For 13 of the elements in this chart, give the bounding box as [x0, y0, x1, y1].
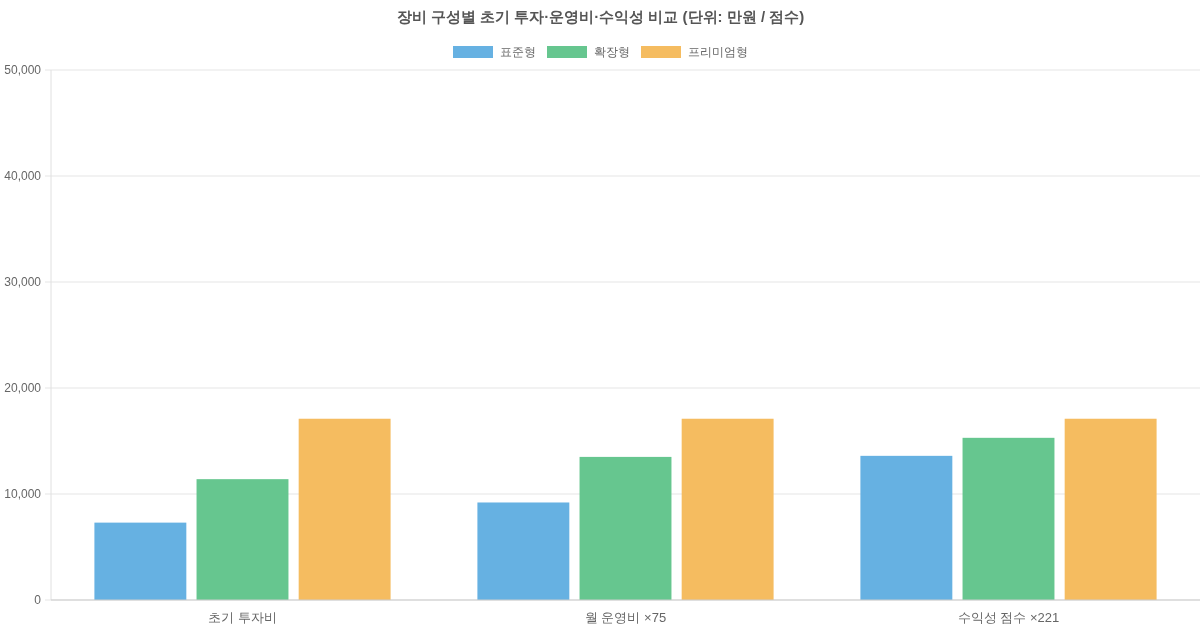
y-tick-label: 30,000: [4, 275, 41, 289]
legend-label: 프리미엄형: [688, 45, 748, 59]
x-tick-label: 초기 투자비: [208, 610, 277, 625]
x-tick-label: 수익성 점수 ×221: [957, 610, 1060, 625]
y-tick-label: 40,000: [4, 169, 41, 183]
y-tick-label: 50,000: [4, 63, 41, 77]
y-tick-label: 10,000: [4, 487, 41, 501]
legend-label: 확장형: [594, 45, 630, 59]
y-tick-label: 20,000: [4, 381, 41, 395]
y-tick-label: 0: [34, 593, 41, 607]
title: 장비 구성별 초기 투자·운영비·수익성 비교 (단위: 만원 / 점수): [396, 8, 805, 25]
x-tick-label: 월 운영비 ×75: [584, 610, 667, 625]
legend-label: 표준형: [500, 45, 536, 59]
